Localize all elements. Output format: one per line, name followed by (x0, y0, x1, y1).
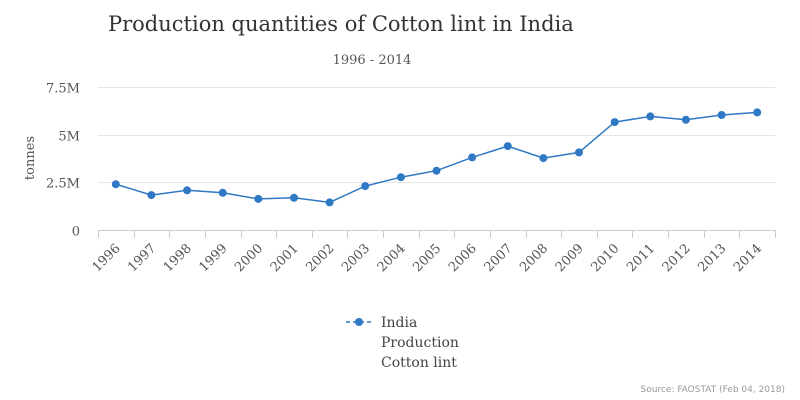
legend-label-line-3: Cotton lint (381, 355, 457, 371)
legend-marker-icon (355, 318, 363, 326)
data-point[interactable] (575, 148, 583, 157)
data-point[interactable] (610, 118, 619, 127)
y-axis-label: tonnes (23, 136, 38, 180)
chart-title: Production quantities of Cotton lint in … (108, 12, 574, 36)
y-tick-label: 0 (72, 225, 80, 240)
x-tick-label: 2002 (303, 241, 337, 275)
x-tick-label: 2010 (588, 241, 622, 275)
chart-subtitle: 1996 - 2014 (333, 53, 412, 68)
x-tick-label: 2012 (660, 241, 694, 275)
x-tick-label: 2013 (695, 241, 729, 275)
legend[interactable]: India Production Cotton lint (346, 315, 459, 371)
x-tick-label: 2014 (731, 241, 765, 275)
x-tick-label: 1998 (161, 241, 195, 275)
data-point[interactable] (646, 112, 655, 121)
data-point[interactable] (361, 182, 370, 191)
legend-label-line-1: India (381, 315, 417, 331)
data-point[interactable] (147, 191, 156, 200)
x-tick-label: 1999 (197, 241, 231, 275)
x-tick-label: 2001 (268, 241, 302, 275)
x-tick-label: 2000 (232, 241, 266, 275)
y-axis: 0 2.5M 5M 7.5M (46, 82, 80, 240)
data-point[interactable] (681, 115, 690, 124)
x-tick-label: 2003 (339, 241, 373, 275)
y-tick-label: 7.5M (46, 82, 80, 97)
x-tick-label: 2005 (410, 241, 444, 275)
data-point[interactable] (183, 186, 192, 195)
x-tick-label: 2009 (553, 241, 587, 275)
grid-lines (98, 87, 775, 183)
data-point[interactable] (111, 180, 120, 189)
x-tick-label: 2004 (375, 241, 409, 275)
data-point[interactable] (290, 193, 298, 202)
data-point[interactable] (753, 108, 762, 117)
x-tick-label: 2006 (446, 241, 480, 275)
x-tick-label: 2011 (624, 241, 658, 275)
data-point[interactable] (468, 153, 477, 162)
y-tick-label: 5M (58, 130, 80, 145)
legend-label-line-2: Production (381, 335, 459, 351)
data-point[interactable] (717, 111, 726, 119)
x-tick-label: 1997 (125, 241, 159, 275)
x-tick-label: 2007 (482, 241, 516, 275)
data-point[interactable] (325, 198, 334, 207)
data-point[interactable] (503, 142, 512, 151)
y-tick-label: 2.5M (46, 177, 80, 192)
series-line (115, 111, 758, 204)
data-point[interactable] (218, 188, 227, 197)
data-point[interactable] (432, 166, 441, 175)
source-note: Source: FAOSTAT (Feb 04, 2018) (641, 385, 785, 395)
data-point[interactable] (539, 154, 548, 163)
data-point[interactable] (254, 194, 263, 203)
x-tick-label: 1996 (90, 241, 124, 275)
series (111, 108, 762, 207)
x-tick-label: 2008 (517, 241, 551, 275)
data-point[interactable] (396, 173, 405, 182)
x-axis: 1996 1997 1998 1999 2000 2001 2002 2003 2004 2005… (90, 230, 776, 275)
